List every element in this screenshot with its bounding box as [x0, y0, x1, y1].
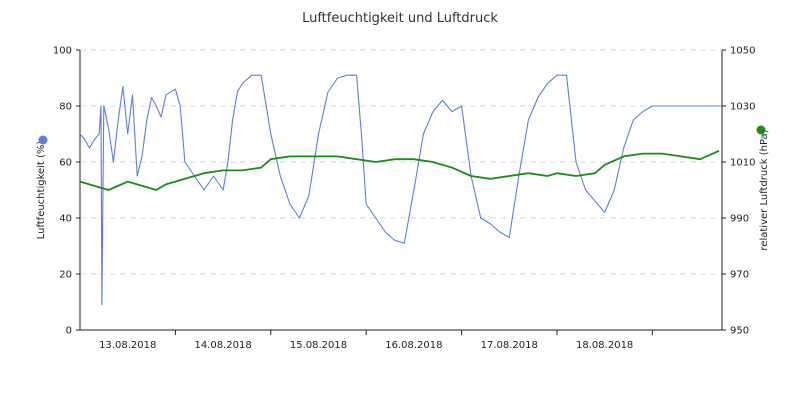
x-tick-label: 13.08.2018 — [99, 340, 156, 351]
right-tick-label: 950 — [730, 326, 749, 337]
left-tick-label: 100 — [53, 46, 72, 57]
left-tick-label: 20 — [59, 270, 72, 281]
right-tick-label: 1030 — [730, 102, 755, 113]
chart-title: Luftfeuchtigkeit und Luftdruck — [302, 11, 498, 26]
humidity-series-line — [79, 74, 722, 306]
x-tick-label: 18.08.2018 — [576, 340, 633, 351]
right-series-marker — [756, 125, 766, 135]
right-tick-label: 1010 — [730, 158, 755, 169]
x-tick-label: 14.08.2018 — [194, 340, 251, 351]
axes — [79, 50, 723, 331]
left-tick-label: 0 — [66, 326, 72, 337]
right-axis-ticks: 950 970 990 1010 1030 1050 — [722, 46, 755, 337]
series-group — [79, 74, 722, 306]
right-tick-label: 1050 — [730, 46, 755, 57]
right-axis-label: relativer Luftdruck (hPa) — [759, 129, 770, 250]
left-tick-label: 60 — [59, 158, 72, 169]
x-tick-label: 17.08.2018 — [481, 340, 538, 351]
left-series-marker — [38, 135, 48, 145]
left-axis-label: Luftfeuchtigkeit (%) — [36, 141, 47, 240]
x-axis-ticks: 13.08.2018 14.08.2018 15.08.2018 16.08.2018… — [99, 330, 653, 351]
right-tick-label: 990 — [730, 214, 749, 225]
left-tick-label: 40 — [59, 214, 72, 225]
x-tick-label: 15.08.2018 — [290, 340, 347, 351]
gridlines — [80, 49, 722, 275]
left-tick-label: 80 — [59, 102, 72, 113]
pressure-series-line — [79, 149, 720, 191]
right-tick-label: 970 — [730, 270, 749, 281]
left-axis-ticks: 0 20 40 60 80 100 — [53, 46, 80, 337]
x-tick-label: 16.08.2018 — [385, 340, 442, 351]
